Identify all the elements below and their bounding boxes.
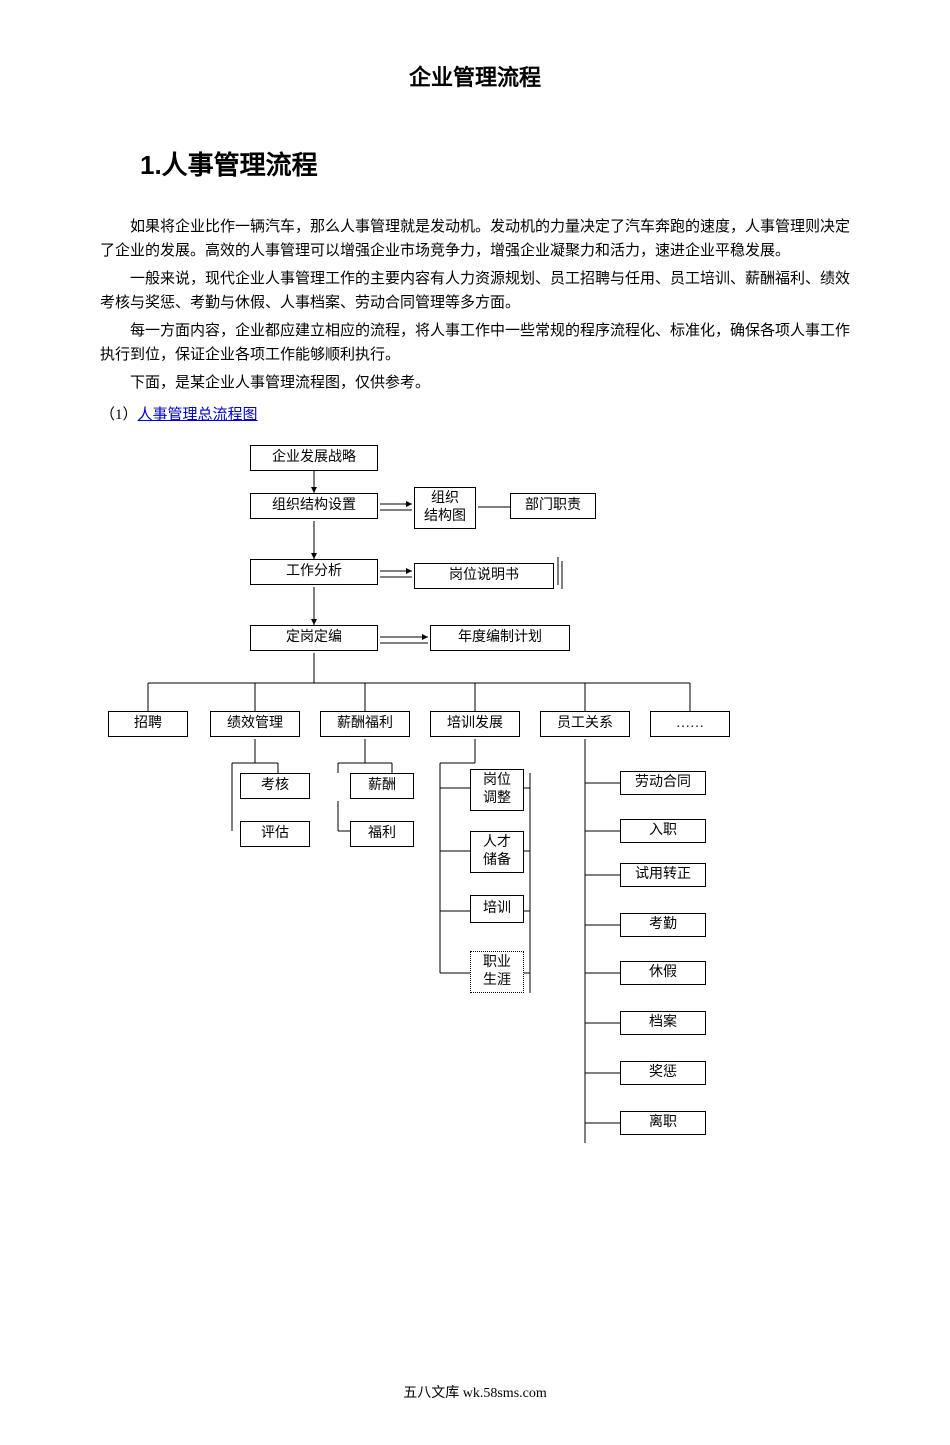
node-talent-res: 人才 储备 [470,831,524,873]
node-file: 档案 [620,1011,706,1035]
flowchart-connectors [90,433,840,1263]
node-attendance: 考勤 [620,913,706,937]
hr-flowchart: 企业发展战略 组织结构设置 组织 结构图 部门职责 工作分析 岗位说明书 定岗定… [90,433,840,1263]
paragraph: 一般来说，现代企业人事管理工作的主要内容有人力资源规划、员工招聘与任用、员工培训… [100,267,850,315]
paragraph: 如果将企业比作一辆汽车，那么人事管理就是发动机。发动机的力量决定了汽车奔跑的速度… [100,215,850,263]
page-footer: 五八文库 wk.58sms.com [100,1383,850,1405]
node-comp-ben: 薪酬福利 [320,711,410,737]
flowchart-link[interactable]: 人事管理总流程图 [138,407,258,423]
node-onboard: 入职 [620,819,706,843]
paragraph: 每一方面内容，企业都应建立相应的流程，将人事工作中一些常规的程序流程化、标准化，… [100,319,850,367]
node-assess: 考核 [240,773,310,799]
node-job-spec: 岗位说明书 [414,563,554,589]
paragraph: 下面，是某企业人事管理流程图，仅供参考。 [100,371,850,395]
node-labor-contract: 劳动合同 [620,771,706,795]
page-title: 企业管理流程 [100,60,850,95]
node-org-chart: 组织 结构图 [414,487,476,529]
node-job-analysis: 工作分析 [250,559,378,585]
node-post-adj: 岗位 调整 [470,769,524,811]
node-offboard: 离职 [620,1111,706,1135]
section-heading: 1.人事管理流程 [140,145,850,187]
node-vacation: 休假 [620,961,706,985]
node-strategy: 企业发展战略 [250,445,378,471]
node-probation: 试用转正 [620,863,706,887]
flowchart-link-line: （1）人事管理总流程图 [100,403,850,427]
node-emp-rel: 员工关系 [540,711,630,737]
node-dept-duty: 部门职责 [510,493,596,519]
node-post-plan: 定岗定编 [250,625,378,651]
node-train-dev: 培训发展 [430,711,520,737]
link-prefix: （1） [100,407,138,423]
node-salary: 薪酬 [350,773,414,799]
node-eval: 评估 [240,821,310,847]
node-reward: 奖惩 [620,1061,706,1085]
node-welfare: 福利 [350,821,414,847]
node-career: 职业 生涯 [470,951,524,993]
body-text: 如果将企业比作一辆汽车，那么人事管理就是发动机。发动机的力量决定了汽车奔跑的速度… [100,215,850,395]
node-perf-mgmt: 绩效管理 [210,711,300,737]
node-recruit: 招聘 [108,711,188,737]
node-training: 培训 [470,895,524,923]
node-org-set: 组织结构设置 [250,493,378,519]
node-etc: …… [650,711,730,737]
node-annual-plan: 年度编制计划 [430,625,570,651]
